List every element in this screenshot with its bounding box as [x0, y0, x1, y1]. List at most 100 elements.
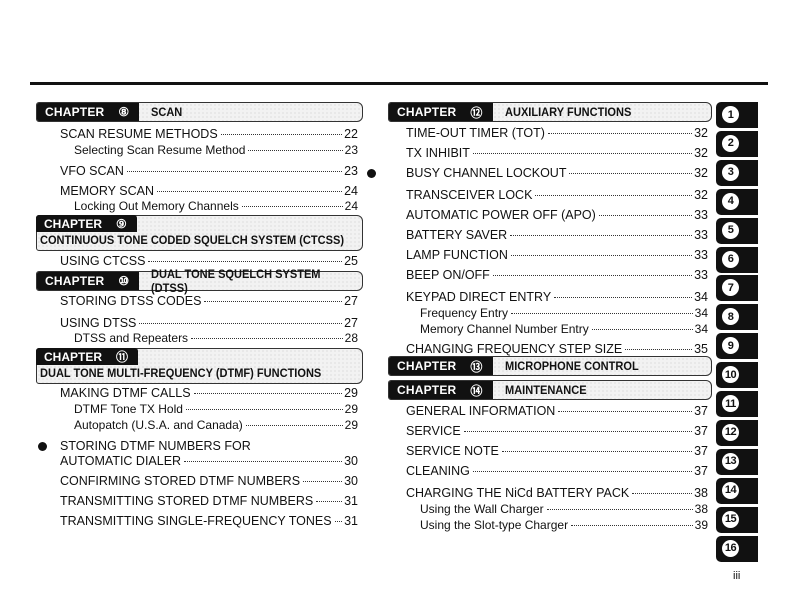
dot-leader	[598, 215, 693, 216]
dot-leader	[139, 323, 343, 324]
chapter-label: CHAPTER ⑪	[36, 348, 139, 365]
toc-subentry[interactable]: Using the Slot-type Charger 39	[420, 517, 708, 533]
tab-number: 9	[722, 337, 739, 355]
toc-entry[interactable]: SERVICE 37	[406, 423, 708, 439]
chapter-tab-4[interactable]: 4	[716, 188, 758, 215]
toc-entry[interactable]: BEEP ON/OFF 33	[406, 267, 708, 283]
chapter-tab-13[interactable]: 13	[716, 448, 758, 475]
chapter-tab-2[interactable]: 2	[716, 130, 758, 157]
dot-leader	[535, 195, 693, 196]
chapter-number: ⑬	[470, 359, 483, 374]
toc-entry[interactable]: SERVICE NOTE 37	[406, 443, 708, 459]
toc-entry[interactable]: MEMORY SCAN 24	[60, 183, 358, 199]
chapter-header[interactable]: CHAPTER ⑭ MAINTENANCE	[388, 380, 712, 400]
entry-page: 22	[344, 127, 358, 141]
toc-entry[interactable]: GENERAL INFORMATION 37	[406, 403, 708, 419]
toc-entry[interactable]: TX INHIBIT 32	[406, 145, 708, 161]
toc-entry[interactable]: MAKING DTMF CALLS 29	[60, 385, 358, 401]
dot-leader	[632, 493, 693, 494]
entry-page: 39	[694, 518, 708, 532]
toc-subentry[interactable]: DTSS and Repeaters 28	[74, 330, 358, 346]
toc-entry[interactable]: AUTOMATIC DIALER 30	[60, 453, 358, 469]
entry-title: MAKING DTMF CALLS	[60, 386, 191, 400]
entry-title: TX INHIBIT	[406, 146, 470, 160]
chapter-header[interactable]: CHAPTER ⑨ CONTINUOUS TONE CODED SQUELCH SY…	[36, 215, 363, 251]
chapter-tab-11[interactable]: 11	[716, 391, 758, 417]
chapter-word: CHAPTER	[397, 383, 457, 397]
toc-entry[interactable]: USING DTSS 27	[60, 315, 358, 331]
entry-title: Autopatch (U.S.A. and Canada)	[74, 418, 243, 432]
toc-entry[interactable]: TIME-OUT TIMER (TOT) 32	[406, 125, 708, 141]
entry-page: 23	[344, 164, 358, 178]
chapter-tab-5[interactable]: 5	[716, 217, 758, 244]
chapter-tab-14[interactable]: 14	[716, 477, 758, 504]
chapter-title: SCAN	[151, 105, 183, 119]
chapter-header[interactable]: CHAPTER ⑬ MICROPHONE CONTROL	[388, 356, 712, 376]
entry-page: 32	[694, 188, 708, 202]
dot-leader	[472, 471, 693, 472]
toc-entry[interactable]: SCAN RESUME METHODS 22	[60, 126, 358, 142]
entry-page: 28	[344, 331, 358, 345]
chapter-tab-1[interactable]: 1	[716, 102, 758, 128]
toc-subentry[interactable]: Autopatch (U.S.A. and Canada) 29	[74, 417, 358, 433]
dot-leader	[245, 425, 343, 426]
toc-subentry[interactable]: Selecting Scan Resume Method 23	[74, 142, 358, 158]
toc-entry[interactable]: BUSY CHANNEL LOCKOUT 32	[406, 165, 708, 181]
entry-title: Locking Out Memory Channels	[74, 199, 239, 213]
chapter-tab-16[interactable]: 16	[716, 535, 758, 562]
chapter-header[interactable]: CHAPTER ⑪ DUAL TONE MULTI-FREQUENCY (DTMF)…	[36, 348, 363, 384]
chapter-header[interactable]: CHAPTER ⑩ DUAL TONE SQUELCH SYSTEM (DTSS)	[36, 267, 363, 295]
dot-leader	[204, 301, 343, 302]
toc-entry[interactable]: LAMP FUNCTION 33	[406, 247, 708, 263]
toc-entry[interactable]: KEYPAD DIRECT ENTRY 34	[406, 289, 708, 305]
toc-entry[interactable]: CONFIRMING STORED DTMF NUMBERS 30	[60, 473, 358, 489]
toc-subentry[interactable]: Locking Out Memory Channels 24	[74, 198, 358, 214]
chapter-tab-7[interactable]: 7	[716, 275, 758, 302]
entry-title: AUTOMATIC DIALER	[60, 454, 182, 468]
chapter-tab-12[interactable]: 12	[716, 419, 758, 446]
tab-number: 15	[722, 510, 739, 528]
toc-entry[interactable]: STORING DTSS CODES 27	[60, 293, 358, 309]
toc-subentry[interactable]: Memory Channel Number Entry 34	[420, 321, 708, 337]
chapter-header[interactable]: CHAPTER ⑫ AUXILIARY FUNCTIONS	[388, 102, 712, 122]
chapter-tab-9[interactable]: 9	[716, 333, 758, 360]
toc-entry[interactable]: CHANGING FREQUENCY STEP SIZE 35	[406, 341, 708, 357]
entry-title: LAMP FUNCTION	[406, 248, 508, 262]
chapter-header[interactable]: CHAPTER ⑧ SCAN	[36, 102, 363, 122]
toc-subentry[interactable]: Using the Wall Charger 38	[420, 501, 708, 517]
toc-entry[interactable]: USING CTCSS 25	[60, 253, 358, 269]
entry-page: 24	[344, 184, 358, 198]
toc-subentry[interactable]: DTMF Tone TX Hold 29	[74, 401, 358, 417]
toc-entry[interactable]: BATTERY SAVER 33	[406, 227, 708, 243]
toc-entry[interactable]: CHARGING THE NiCd BATTERY PACK 38	[406, 485, 708, 501]
dot-leader	[303, 481, 343, 482]
chapter-tab-8[interactable]: 8	[716, 304, 758, 331]
chapter-tab-15[interactable]: 15	[716, 506, 758, 533]
chapter-tab-3[interactable]: 3	[716, 159, 758, 186]
entry-title: Using the Wall Charger	[420, 502, 544, 516]
toc-entry[interactable]: CLEANING 37	[406, 463, 708, 479]
toc-entry[interactable]: TRANSMITTING SINGLE-FREQUENCY TONES 31	[60, 513, 358, 529]
toc-entry[interactable]: STORING DTMF NUMBERS FOR	[60, 438, 358, 454]
chapter-label: CHAPTER ⑩	[37, 272, 140, 290]
entry-page: 29	[344, 402, 358, 416]
chapter-label: CHAPTER ⑫	[389, 103, 493, 121]
entry-title: DTMF Tone TX Hold	[74, 402, 183, 416]
dot-leader	[248, 150, 343, 151]
toc-entry[interactable]: TRANSMITTING STORED DTMF NUMBERS 31	[60, 493, 358, 509]
dot-leader	[220, 134, 343, 135]
entry-page: 37	[694, 444, 708, 458]
entry-title: Using the Slot-type Charger	[420, 518, 569, 532]
toc-subentry[interactable]: Frequency Entry 34	[420, 305, 708, 321]
chapter-tab-10[interactable]: 10	[716, 362, 758, 389]
tab-number: 8	[722, 308, 739, 326]
entry-title: TIME-OUT TIMER (TOT)	[406, 126, 545, 140]
toc-entry[interactable]: VFO SCAN 23	[60, 163, 358, 179]
chapter-title: DUAL TONE MULTI-FREQUENCY (DTMF) FUNCTIO…	[40, 366, 322, 380]
dot-leader	[185, 409, 343, 410]
toc-entry[interactable]: TRANSCEIVER LOCK 32	[406, 187, 708, 203]
toc-entry[interactable]: AUTOMATIC POWER OFF (APO) 33	[406, 207, 708, 223]
entry-page: 32	[694, 146, 708, 160]
entry-title: SERVICE	[406, 424, 461, 438]
chapter-tab-6[interactable]: 6	[716, 246, 758, 273]
